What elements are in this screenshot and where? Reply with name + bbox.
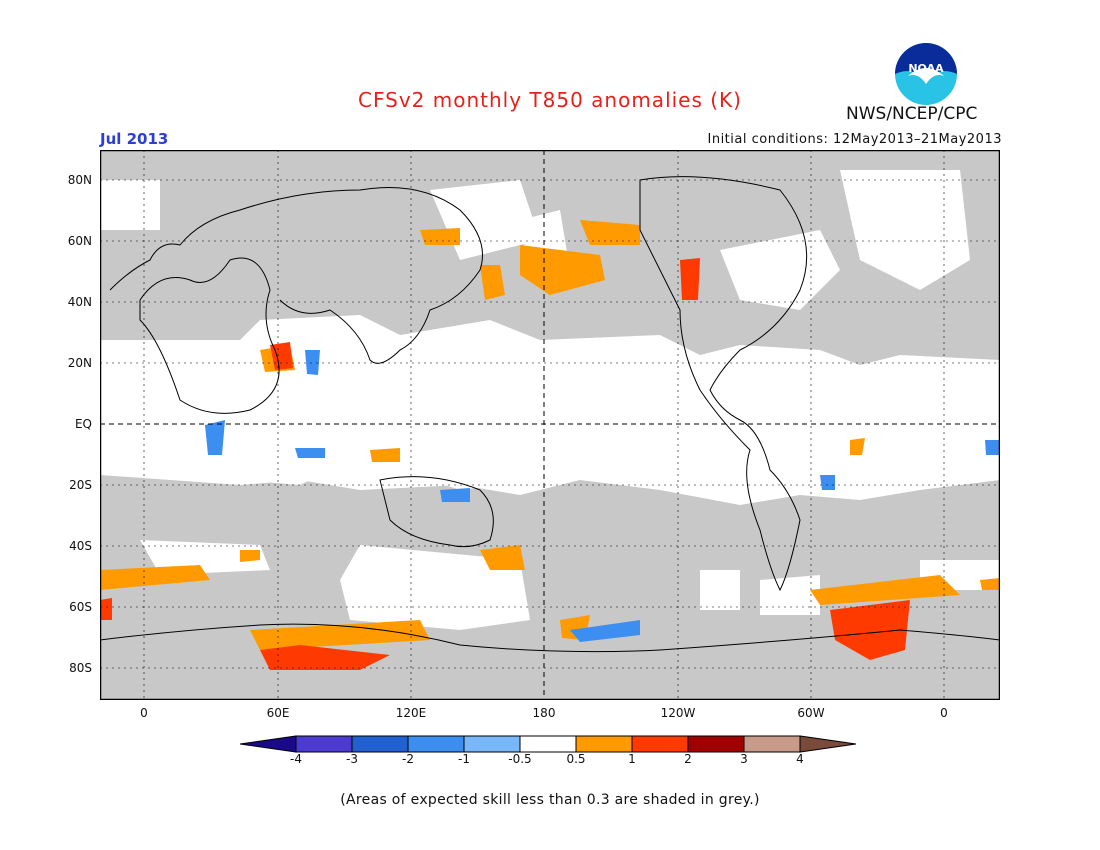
lat-label-20n: 20N	[67, 356, 92, 370]
lon-label-120e: 120E	[395, 706, 427, 720]
cool-anomaly-patches	[205, 350, 1000, 642]
colorbar-segment	[407, 735, 465, 753]
lat-label-80n: 80N	[67, 173, 92, 187]
lon-label-120w: 120W	[660, 706, 696, 720]
equator-dateline	[100, 150, 1000, 700]
lat-label-eq: EQ	[74, 417, 92, 431]
colorbar-segment	[519, 735, 577, 753]
lon-label-0-right: 0	[940, 706, 948, 720]
anomaly-map	[100, 150, 1000, 700]
gridlines	[100, 150, 1000, 700]
colorbar-tick-label: 2	[684, 752, 692, 766]
forecast-month: Jul 2013	[100, 130, 169, 148]
lat-label-60s: 60S	[69, 600, 92, 614]
lat-label-40n: 40N	[67, 295, 92, 309]
colorbar-tick-label: -1	[458, 752, 470, 766]
colorbar-segment	[743, 735, 801, 753]
colorbar-segment	[631, 735, 689, 753]
colorbar-tick-label: 0.5	[566, 752, 586, 766]
colorbar-tick-label: -3	[346, 752, 358, 766]
colorbar-segment	[463, 735, 521, 753]
agency-label: NWS/NCEP/CPC	[846, 104, 978, 124]
lat-label-20s: 20S	[69, 478, 92, 492]
noaa-logo-text: NOAA	[908, 62, 944, 75]
colorbar-tick-label: 3	[740, 752, 748, 766]
colorbar-arrow-low	[240, 735, 297, 753]
lat-label-60n: 60N	[67, 234, 92, 248]
colorbar-tick-label: -2	[402, 752, 414, 766]
colorbar-tick-label: -0.5	[508, 752, 532, 766]
lon-label-180: 180	[532, 706, 556, 720]
colorbar	[240, 735, 857, 753]
colorbar-segment	[575, 735, 633, 753]
lat-label-80s: 80S	[69, 661, 92, 675]
initial-conditions: Initial conditions: 12May2013–21May2013	[707, 132, 1002, 147]
colorbar-segment	[687, 735, 745, 753]
lat-label-40s: 40S	[69, 539, 92, 553]
lon-label-60w: 60W	[797, 706, 825, 720]
lon-label-60e: 60E	[266, 706, 290, 720]
colorbar-segments	[240, 735, 857, 753]
colorbar-tick-label: 1	[628, 752, 636, 766]
coastlines	[100, 176, 1000, 653]
colorbar-arrow-high	[799, 735, 857, 753]
map-title: CFSv2 monthly T850 anomalies (K)	[358, 88, 742, 112]
noaa-logo: NOAA	[895, 43, 957, 105]
map-frame	[100, 150, 1000, 700]
lon-label-0: 0	[140, 706, 148, 720]
colorbar-tick-label: -4	[290, 752, 302, 766]
colorbar-segment	[351, 735, 409, 753]
footnote: (Areas of expected skill less than 0.3 a…	[340, 792, 760, 808]
colorbar-segment	[295, 735, 353, 753]
colorbar-tick-label: 4	[796, 752, 804, 766]
